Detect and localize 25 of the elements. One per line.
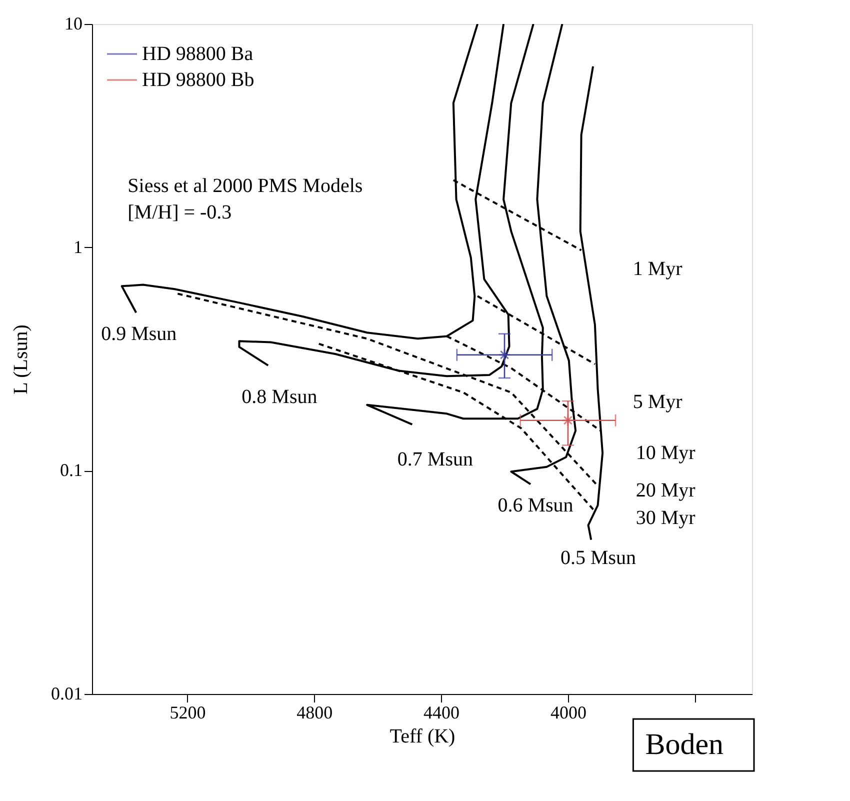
x-tick-label: 4000 xyxy=(550,702,586,722)
y-tick-label: 0.1 xyxy=(60,460,82,480)
x-tick-label: 4800 xyxy=(296,702,333,722)
y-tick-label: 10 xyxy=(64,14,82,34)
annotation: 0.9 Msun xyxy=(101,323,177,346)
annotation: 10 Myr xyxy=(636,442,696,464)
annotation: 1 Myr xyxy=(632,258,683,280)
y-tick-label: 1 xyxy=(74,236,82,257)
x-axis-title: Teff (K) xyxy=(390,726,456,748)
text: Boden xyxy=(645,728,724,761)
annotation: 0.8 Msun xyxy=(242,386,318,408)
legend-label: HD 98800 Bb xyxy=(142,69,254,91)
y-axis-title: L (Lsun) xyxy=(10,324,32,394)
annotation: Siess et al 2000 PMS Models xyxy=(128,175,363,198)
annotation: 0.6 Msun xyxy=(498,494,574,517)
x-tick-label: 4400 xyxy=(424,702,460,722)
annotation: 20 Myr xyxy=(636,479,696,502)
x-tick-label: 5200 xyxy=(170,702,206,722)
annotation: 30 Myr xyxy=(636,506,696,529)
y-tick-label: 0.01 xyxy=(51,684,82,704)
legend-label: HD 98800 Ba xyxy=(142,43,254,65)
annotation: [M/H] = -0.3 xyxy=(128,201,232,224)
annotation: 0.7 Msun xyxy=(397,448,473,470)
annotation: 5 Myr xyxy=(632,390,683,413)
annotation: 0.5 Msun xyxy=(560,546,636,569)
